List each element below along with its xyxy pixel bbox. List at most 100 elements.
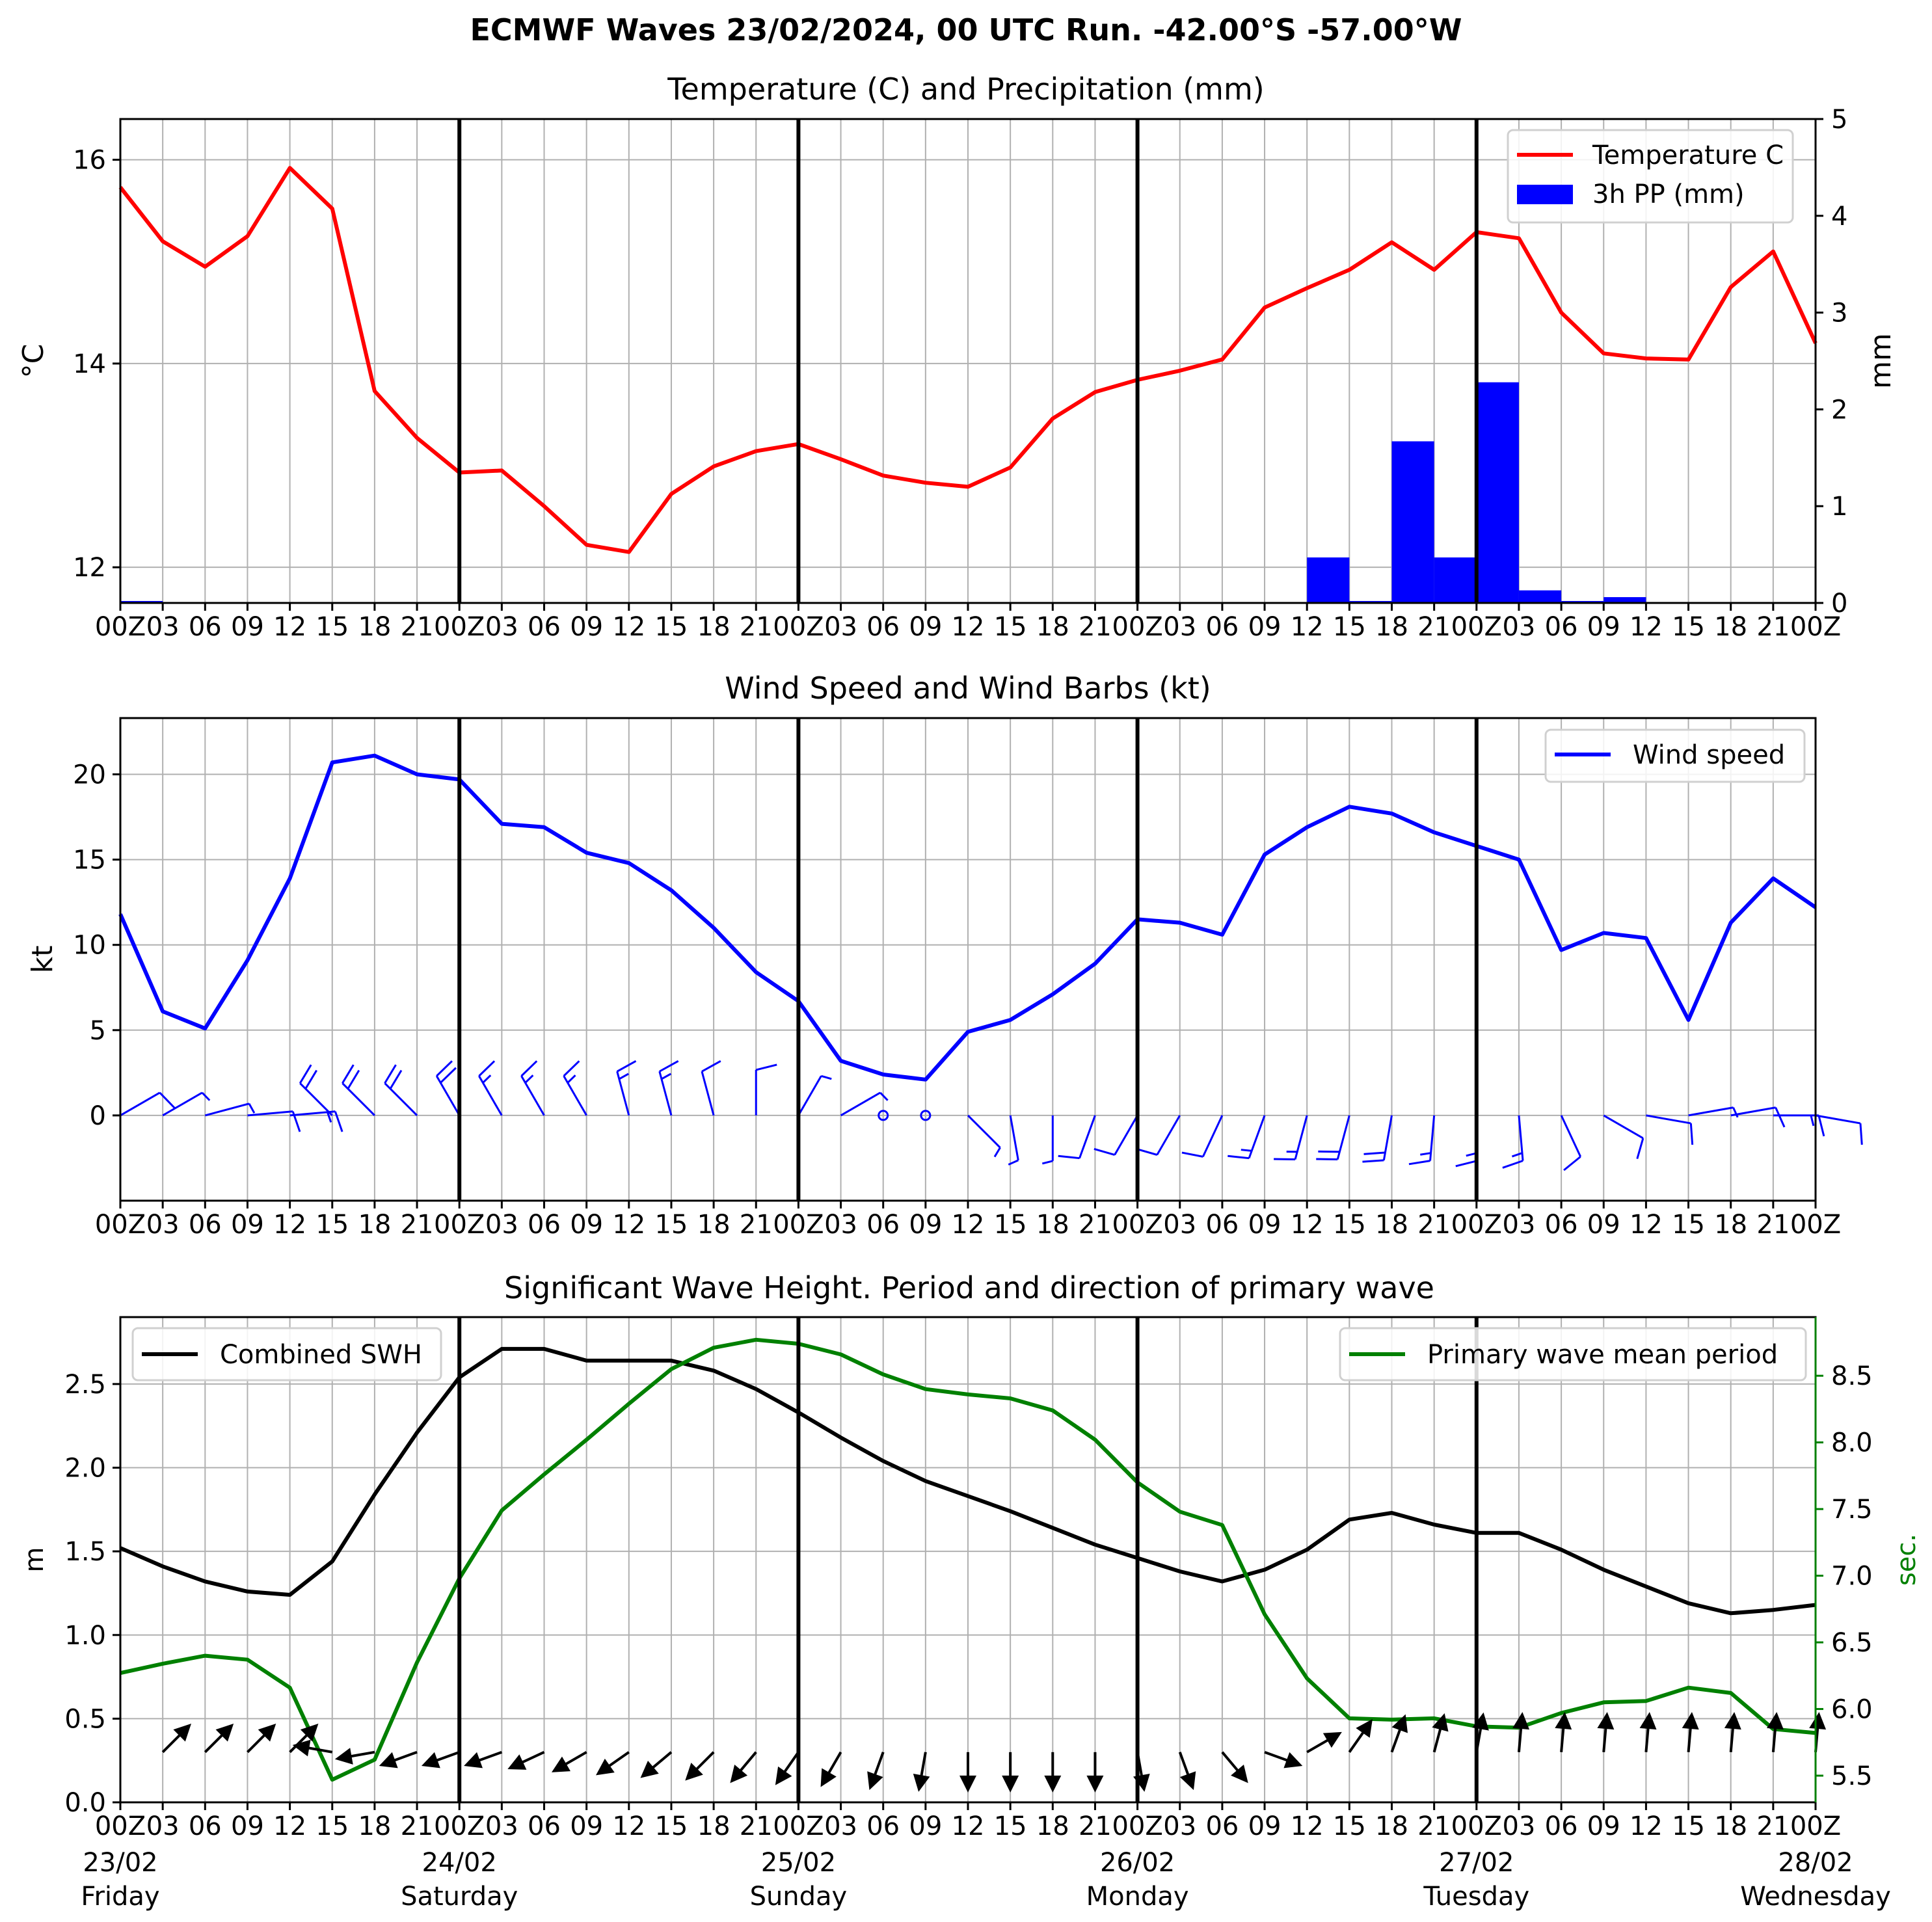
x-tick-label: 15 bbox=[315, 1210, 349, 1240]
x-tick-label: 03 bbox=[1502, 1811, 1535, 1841]
wind-barb-flag bbox=[701, 1060, 721, 1073]
temperature-plot-frame bbox=[119, 118, 1817, 604]
arrow-shaft bbox=[1221, 1751, 1241, 1773]
arrow-head bbox=[1597, 1712, 1615, 1730]
x-tick-label: 15 bbox=[1333, 612, 1366, 642]
arrow-head bbox=[334, 1748, 353, 1765]
wind-barb-staff bbox=[1688, 1106, 1734, 1117]
arrow-head bbox=[640, 1761, 659, 1778]
y2-tick-label: 8.5 bbox=[1831, 1361, 1873, 1391]
wind-barb-flag bbox=[1058, 1155, 1080, 1160]
precip-y2-ticks: 0 1 2 3 4 5 bbox=[1816, 105, 1847, 619]
wind-barb-flag bbox=[755, 1063, 777, 1071]
wind-panel-title: Wind Speed and Wind Barbs (kt) bbox=[725, 671, 1211, 706]
y-tick-label: 16 bbox=[73, 146, 106, 176]
wind-barb-half-flag bbox=[482, 1074, 492, 1084]
arrow-shaft bbox=[1178, 1752, 1190, 1778]
wind-barb-half-flag bbox=[1241, 1149, 1252, 1152]
x-tick-label: 06 bbox=[528, 1210, 561, 1240]
x-tick-label: 00Z bbox=[773, 1210, 824, 1240]
arrow-head bbox=[292, 1739, 311, 1757]
precip-bars bbox=[120, 382, 1646, 603]
x-tick-label: 18 bbox=[358, 612, 391, 642]
wave-direction-arrow bbox=[913, 1752, 930, 1792]
x-tick-label: 06 bbox=[189, 612, 222, 642]
y-tick-label: 2.0 bbox=[64, 1454, 106, 1484]
wind-barb-half-flag bbox=[1511, 1152, 1523, 1158]
x-tick-label: 03 bbox=[1502, 1210, 1535, 1240]
arrow-shaft bbox=[782, 1751, 800, 1774]
arrow-head bbox=[1086, 1775, 1104, 1793]
arrow-shaft bbox=[392, 1750, 418, 1763]
wind-barb-half-flag bbox=[201, 1091, 211, 1101]
x-tick-label: 15 bbox=[654, 612, 688, 642]
y-tick-label: 15 bbox=[73, 846, 106, 875]
x-tick-label: 03 bbox=[485, 1210, 518, 1240]
x-tick-label: 12 bbox=[1291, 1811, 1324, 1841]
x-tick-label: 00Z bbox=[434, 1811, 485, 1841]
swh-legend: Combined SWH bbox=[131, 1327, 442, 1381]
wind-barb-flag bbox=[1274, 1158, 1296, 1161]
x-tick-label: 15 bbox=[1672, 612, 1705, 642]
wave-direction-arrow bbox=[1306, 1731, 1342, 1754]
x-tick-label: 06 bbox=[1545, 612, 1578, 642]
x-tick-label: 12 bbox=[273, 1811, 306, 1841]
wind-barb-flag bbox=[1818, 1115, 1825, 1137]
x-tick-label: 18 bbox=[697, 1811, 731, 1841]
x-tick-label: 06 bbox=[866, 1210, 900, 1240]
arrow-shaft bbox=[873, 1752, 885, 1778]
y2-tick-label: 6.0 bbox=[1831, 1695, 1873, 1725]
wind-barb bbox=[478, 1060, 503, 1116]
wind-barb bbox=[840, 1091, 889, 1117]
x-tick-label: 18 bbox=[1375, 1811, 1408, 1841]
x-tick-label: 09 bbox=[570, 1210, 603, 1240]
wind-barb-flag bbox=[384, 1064, 397, 1084]
wind-barb bbox=[1408, 1115, 1436, 1166]
day-label-date: 27/02 bbox=[1439, 1848, 1514, 1878]
wind-barb-staff bbox=[162, 1091, 203, 1117]
wind-barb-flag bbox=[389, 1069, 403, 1089]
x-tick-label: 15 bbox=[1333, 1811, 1366, 1841]
x-tick-label: 06 bbox=[1205, 612, 1239, 642]
wind-barb-half-flag bbox=[248, 1103, 256, 1114]
arrow-shaft bbox=[606, 1751, 630, 1769]
temperature-day-lines bbox=[457, 119, 1479, 603]
y-tick-label: 5 bbox=[90, 1016, 106, 1046]
wind-barb-flag bbox=[1362, 1159, 1384, 1163]
arrow-head bbox=[730, 1765, 748, 1783]
x-tick-label: 09 bbox=[231, 612, 264, 642]
x-tick-label: 15 bbox=[994, 1811, 1027, 1841]
wind-barb-calm bbox=[878, 1110, 889, 1121]
wind-y-ticks: 0 5 10 15 20 bbox=[73, 760, 120, 1131]
wind-panel: Wind Speed and Wind Barbs (kt) 05101520 … bbox=[26, 671, 1863, 1240]
y-tick-label: 10 bbox=[73, 931, 106, 961]
x-tick-label: 09 bbox=[1587, 612, 1620, 642]
x-tick-label: 15 bbox=[1672, 1811, 1705, 1841]
x-tick-label: 21 bbox=[1756, 1210, 1790, 1240]
wind-barb-staff bbox=[204, 1102, 250, 1117]
x-tick-label: 21 bbox=[401, 612, 434, 642]
arrow-shaft bbox=[477, 1750, 503, 1763]
wind-barb-staff bbox=[247, 1110, 293, 1117]
arrow-head bbox=[820, 1768, 837, 1787]
y2-tick-label: 3 bbox=[1831, 299, 1847, 328]
wave-direction-arrow bbox=[867, 1752, 885, 1791]
wind-ylabel: kt bbox=[26, 946, 59, 974]
x-tick-label: 15 bbox=[654, 1811, 688, 1841]
x-tick-label: 00Z bbox=[1790, 612, 1841, 642]
wave-direction-arrow bbox=[1724, 1712, 1741, 1753]
x-tick-label: 15 bbox=[1333, 1210, 1366, 1240]
arrow-shaft bbox=[1687, 1726, 1693, 1753]
x-tick-label: 00Z bbox=[434, 1210, 485, 1240]
x-tick-label: 09 bbox=[1587, 1811, 1620, 1841]
wind-barb-staff bbox=[967, 1114, 1001, 1149]
x-tick-label: 12 bbox=[612, 1811, 645, 1841]
arrow-head bbox=[1682, 1712, 1699, 1730]
x-tick-label: 03 bbox=[146, 1210, 180, 1240]
arrow-shaft bbox=[563, 1751, 587, 1767]
wind-grid bbox=[120, 718, 1816, 1201]
wind-barb bbox=[1730, 1106, 1786, 1128]
arrow-shaft bbox=[694, 1751, 715, 1772]
wind-legend: Wind speed bbox=[1544, 728, 1806, 783]
wind-barb-flag bbox=[1093, 1148, 1116, 1156]
